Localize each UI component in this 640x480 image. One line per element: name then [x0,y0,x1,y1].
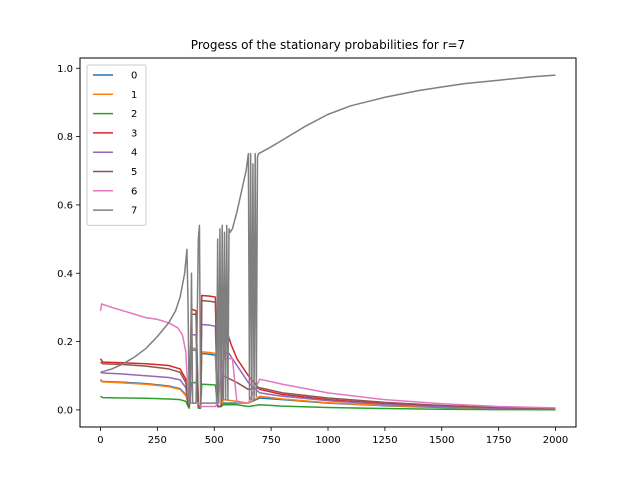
legend-label: 5 [131,167,137,178]
y-axis: 0.0 0.2 0.4 0.6 0.8 1.0 [57,64,80,416]
x-tick-label: 1750 [486,435,511,446]
x-axis: 0 250 500 750 1000 1250 1500 1750 2000 [97,427,568,446]
series-line-5 [100,299,556,410]
legend-label: 3 [131,128,137,139]
x-tick-label: 500 [205,435,224,446]
x-tick-label: 1500 [429,435,454,446]
y-tick-label: 0.6 [57,200,73,211]
series-line-4 [100,323,556,410]
legend: 0 1 2 3 4 5 6 7 [86,64,147,226]
y-tick-label: 0.0 [57,405,73,416]
x-tick-label: 1250 [372,435,397,446]
y-tick-label: 0.4 [57,269,73,280]
series-line-1 [99,347,556,410]
legend-label: 6 [131,186,137,197]
legend-label: 0 [131,71,137,82]
x-tick-label: 250 [148,435,167,446]
series-line-2 [100,381,556,411]
x-tick-label: 750 [262,435,281,446]
y-tick-label: 0.8 [57,132,73,143]
chart-title: Progess of the stationary probabilities … [191,38,465,52]
legend-label: 2 [131,109,137,120]
y-tick-label: 1.0 [57,64,73,75]
legend-label: 7 [131,206,137,217]
x-tick-label: 0 [97,435,103,446]
x-tick-label: 1000 [315,435,340,446]
legend-label: 1 [131,90,137,101]
y-tick-label: 0.2 [57,337,73,348]
legend-label: 4 [131,148,137,159]
legend-box [86,64,147,226]
series-line-3 [99,294,556,410]
series-layer [99,74,556,411]
series-line-6 [99,303,556,409]
x-tick-label: 2000 [543,435,568,446]
series-line-7 [100,74,556,404]
